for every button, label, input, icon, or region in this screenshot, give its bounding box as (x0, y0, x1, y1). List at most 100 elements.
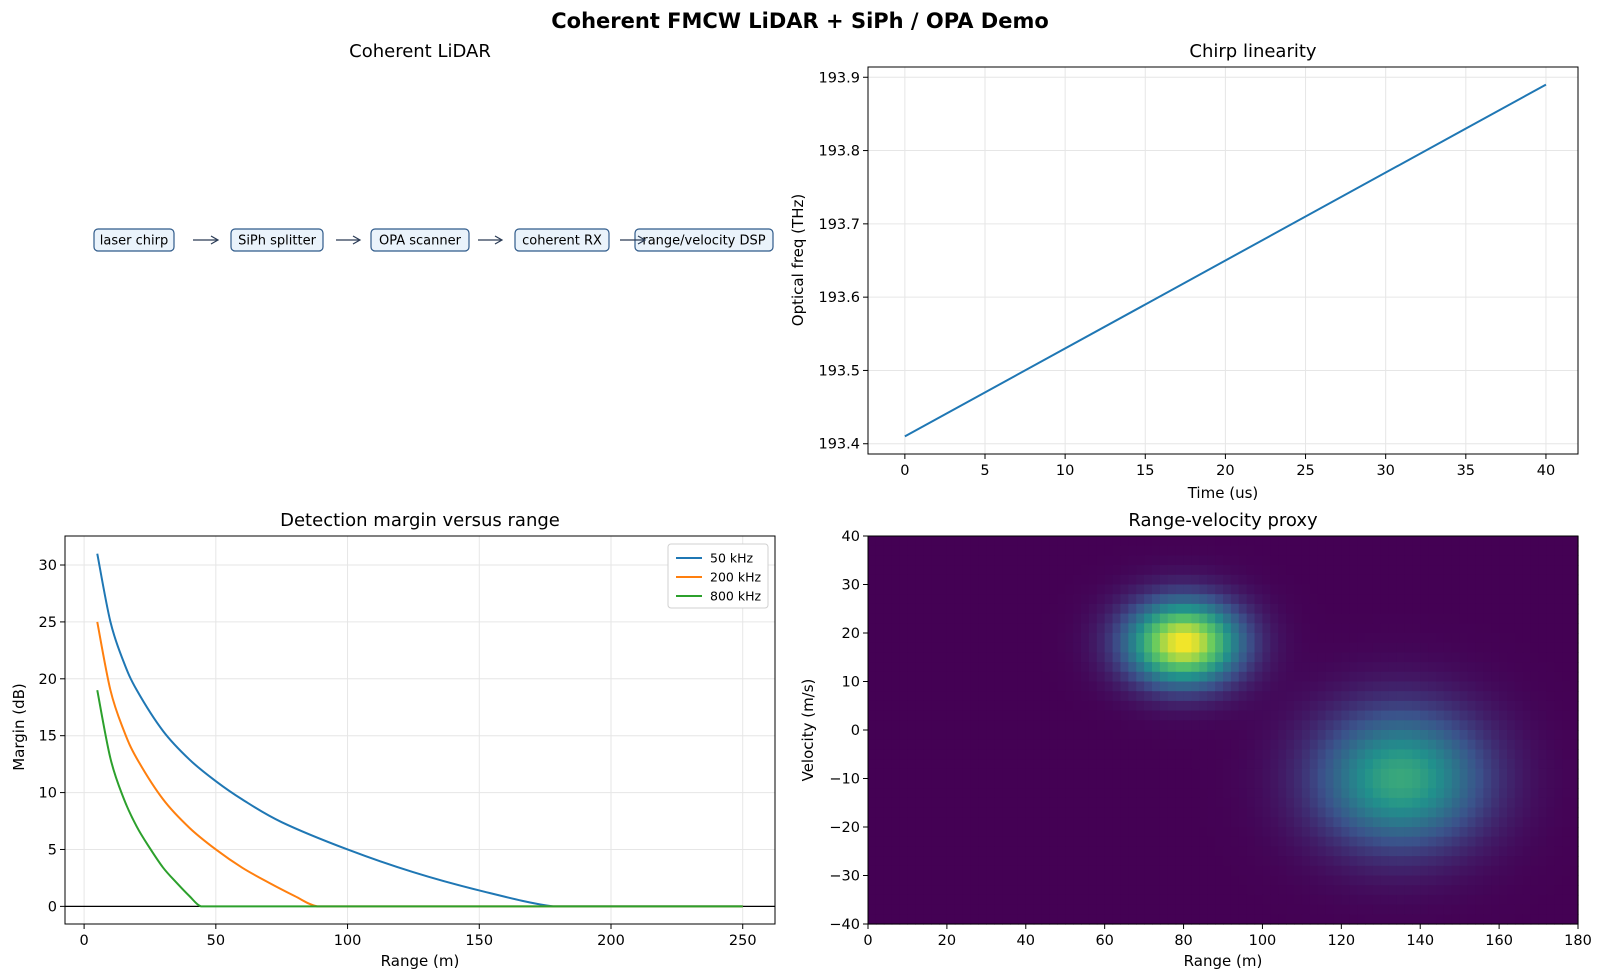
heatmap-cell (1144, 603, 1153, 615)
heatmap-cell (1404, 768, 1413, 780)
heatmap-cell (868, 652, 877, 663)
heatmap-cell (1286, 885, 1295, 896)
heatmap-cell (1514, 827, 1524, 838)
heatmap-cell (1088, 846, 1098, 857)
heatmap-cell (1041, 555, 1051, 566)
heatmap-cell (1483, 914, 1492, 925)
heatmap-cell (1522, 730, 1532, 741)
heatmap-cell (1546, 797, 1555, 809)
heatmap-cell (1136, 846, 1145, 857)
heatmap-cell (1530, 555, 1540, 566)
heatmap-cell (1104, 555, 1114, 566)
heatmap-cell (962, 875, 972, 886)
heatmap-cell (1128, 720, 1137, 731)
heatmap-cell (883, 836, 893, 847)
heatmap-cell (1167, 836, 1177, 847)
heatmap-cell (1144, 700, 1153, 712)
heatmap-cell (1530, 681, 1540, 692)
heatmap-cell (1294, 633, 1303, 644)
heatmap-cell (1459, 691, 1469, 702)
heatmap-cell (1357, 904, 1366, 915)
heatmap-cell (1380, 817, 1390, 828)
heatmap-cell (939, 623, 948, 634)
heatmap-cell (1025, 759, 1035, 770)
heatmap-cell (962, 885, 972, 896)
x-tick-label: 50 (207, 933, 225, 949)
heatmap-cell (1254, 720, 1264, 731)
heatmap-cell (1380, 759, 1390, 770)
heatmap-cell (1380, 681, 1390, 692)
heatmap-cell (1514, 914, 1524, 925)
heatmap-cell (1357, 574, 1366, 586)
heatmap-cell (1333, 797, 1342, 809)
heatmap-cell (1159, 603, 1169, 615)
heatmap-cell (1483, 846, 1492, 857)
heatmap-cell (1207, 739, 1216, 750)
heatmap-cell (1333, 749, 1342, 760)
heatmap-cell (1136, 603, 1145, 615)
heatmap-cell (1238, 594, 1248, 605)
heatmap-cell (1010, 788, 1019, 799)
heatmap-cell (1507, 856, 1516, 867)
heatmap-cell (931, 904, 940, 915)
heatmap-cell (875, 594, 885, 605)
heatmap-cell (1546, 681, 1555, 692)
heatmap-cell (1522, 603, 1532, 615)
heatmap-cell (1562, 904, 1571, 915)
heatmap-cell (1065, 584, 1074, 595)
heatmap-cell (1073, 536, 1082, 547)
heatmap-cell (1136, 807, 1145, 818)
heatmap-cell (1317, 846, 1327, 857)
heatmap-cell (1254, 584, 1264, 595)
heatmap-cell (1199, 613, 1208, 624)
heatmap-cell (1514, 759, 1524, 770)
heatmap-cell (1301, 778, 1311, 789)
heatmap-cell (1152, 739, 1161, 750)
heatmap-cell (1088, 623, 1098, 634)
heatmap-cell (1088, 865, 1098, 877)
heatmap-cell (1073, 768, 1082, 780)
heatmap-cell (1341, 846, 1350, 857)
heatmap-cell (1562, 555, 1571, 566)
heatmap-cell (946, 788, 956, 799)
heatmap-cell (1254, 817, 1264, 828)
heatmap-cell (1286, 778, 1295, 789)
heatmap-cell (1467, 904, 1477, 915)
heatmap-cell (1081, 885, 1090, 896)
heatmap-cell (1325, 720, 1335, 731)
heatmap-cell (1096, 565, 1106, 576)
heatmap-cell (1207, 652, 1216, 663)
heatmap-cell (1286, 671, 1295, 683)
heatmap-cell (1365, 768, 1374, 780)
heatmap-cell (1459, 730, 1469, 741)
heatmap-cell (1278, 827, 1287, 838)
heatmap-cell (1183, 555, 1193, 566)
heatmap-cell (1223, 797, 1232, 809)
heatmap-cell (1065, 894, 1074, 906)
heatmap-cell (1002, 545, 1011, 556)
heatmap-cell (1167, 778, 1177, 789)
heatmap-cell (1349, 565, 1358, 576)
heatmap-cell (1380, 875, 1390, 886)
heatmap-cell (1451, 623, 1461, 634)
heatmap-cell (1088, 720, 1098, 731)
heatmap-cell (1483, 700, 1492, 712)
heatmap-cell (907, 788, 916, 799)
heatmap-cell (1530, 662, 1540, 673)
heatmap-cell (994, 768, 1003, 780)
heatmap-cell (1546, 594, 1555, 605)
heatmap-cell (1010, 642, 1019, 653)
heatmap-cell (1081, 613, 1090, 624)
heatmap-cell (1530, 817, 1540, 828)
heatmap-cell (1507, 574, 1516, 586)
heatmap-cell (1467, 710, 1477, 721)
heatmap-cell (1538, 623, 1548, 634)
heatmap-cell (1412, 652, 1421, 663)
heatmap-cell (899, 545, 909, 556)
heatmap-cell (1120, 691, 1129, 702)
heatmap-cell (970, 797, 980, 809)
heatmap-cell (1278, 817, 1287, 828)
heatmap-cell (931, 613, 940, 624)
heatmap-cell (1199, 904, 1208, 915)
heatmap-cell (939, 778, 948, 789)
